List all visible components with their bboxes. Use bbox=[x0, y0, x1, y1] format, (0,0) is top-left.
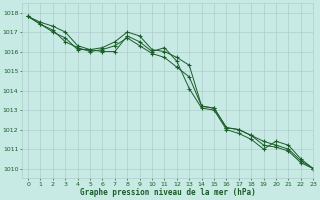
X-axis label: Graphe pression niveau de la mer (hPa): Graphe pression niveau de la mer (hPa) bbox=[80, 188, 255, 197]
